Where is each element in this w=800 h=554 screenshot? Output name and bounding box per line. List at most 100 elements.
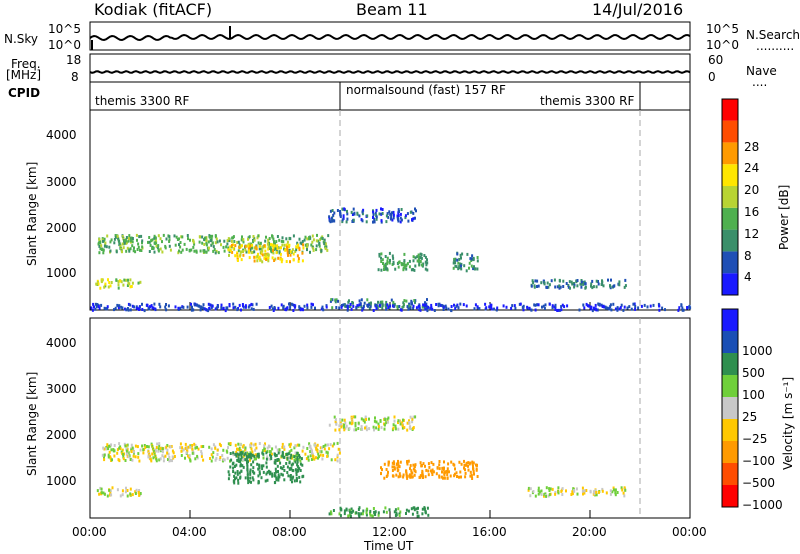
power-cell-r7 xyxy=(379,302,382,306)
velocity-cell-r0 xyxy=(107,453,110,457)
power-cell-r8 xyxy=(614,307,617,311)
power-cell-r1 xyxy=(258,244,261,248)
power-cell-r0 xyxy=(281,243,284,247)
velocity-cell-r0 xyxy=(168,455,171,459)
power-cell-r0 xyxy=(121,242,124,246)
velocity-colorbar-frame xyxy=(721,308,739,508)
power-cell-r0 xyxy=(185,247,188,251)
power-cell-r8 xyxy=(193,303,196,307)
velocity-cell-r4 xyxy=(129,492,132,496)
power-cell-r3 xyxy=(381,208,384,211)
power-cell-r2 xyxy=(119,279,122,283)
power-cell-r8 xyxy=(473,307,476,311)
velocity-cell-r3 xyxy=(399,460,402,464)
velocity-cell-r3 xyxy=(469,461,472,465)
power-cell-r0 xyxy=(327,234,330,238)
velocity-cell-r3 xyxy=(465,461,468,465)
velocity-cell-r0 xyxy=(167,458,169,461)
power-cell-r7 xyxy=(392,300,395,304)
power-cell-r0 xyxy=(187,237,189,241)
velocity-cell-r0 xyxy=(142,451,145,455)
power-cell-r0 xyxy=(179,245,182,249)
power-cell-r4 xyxy=(424,260,427,264)
power-cell-r1 xyxy=(276,244,279,248)
power-cell-r6 xyxy=(530,284,533,288)
velocity-cell-r1 xyxy=(298,467,301,471)
velocity-cell-r1 xyxy=(265,461,268,465)
power-cell-r6 xyxy=(624,278,627,282)
power-cell-r7 xyxy=(413,299,416,302)
velocity-cell-r1 xyxy=(260,476,263,480)
power-cell-r3 xyxy=(400,208,403,211)
power-cell-r0 xyxy=(268,247,271,250)
power-cell-r0 xyxy=(232,235,235,239)
velocity-colorbar-cell-4 xyxy=(722,397,738,419)
power-cell-r8 xyxy=(310,302,313,306)
velocity-cell-r1 xyxy=(228,473,231,477)
power-cell-r8 xyxy=(164,305,167,309)
power-cell-r1 xyxy=(280,246,282,250)
power-cell-r1 xyxy=(263,253,266,257)
power-cell-r0 xyxy=(228,250,231,254)
velocity-cell-r1 xyxy=(251,476,254,480)
power-cell-r0 xyxy=(269,245,272,249)
velocity-cell-r0 xyxy=(189,445,192,449)
power-cell-r8 xyxy=(424,307,427,311)
velocity-cell-r3 xyxy=(476,475,479,478)
velocity-cell-r1 xyxy=(240,469,243,473)
power-cell-r8 xyxy=(511,304,514,308)
power-cell-r8 xyxy=(438,302,441,306)
velocity-cell-r2 xyxy=(411,420,414,424)
velocity-cell-r0 xyxy=(164,454,167,458)
power-cell-r0 xyxy=(177,251,180,255)
velocity-cell-r1 xyxy=(257,467,260,471)
power-cell-r3 xyxy=(414,216,416,220)
velocity-cell-r3 xyxy=(447,462,450,466)
velocity-cell-r0 xyxy=(126,443,129,447)
power-cell-r8 xyxy=(133,305,136,309)
power-cell-r3 xyxy=(380,207,382,211)
power-cell-r0 xyxy=(188,249,191,253)
velocity-cell-r0 xyxy=(239,449,242,453)
velocity-cell-r1 xyxy=(260,464,263,468)
power-cell-r3 xyxy=(356,211,359,215)
velocity-cell-r2 xyxy=(394,427,397,431)
power-cell-r8 xyxy=(352,304,355,308)
power-cell-r3 xyxy=(372,210,375,214)
power-cell-r2 xyxy=(104,284,107,288)
power-cell-r0 xyxy=(201,241,204,245)
power-cell-r8 xyxy=(643,303,646,307)
xtick-2000: 20:00 xyxy=(572,525,607,539)
velocity-cell-r0 xyxy=(264,442,266,446)
power-cell-r6 xyxy=(567,284,570,287)
velocity-cell-r0 xyxy=(158,458,161,462)
power-cell-r0 xyxy=(203,238,206,241)
velocity-cell-r0 xyxy=(158,442,161,446)
velocity-cell-r4 xyxy=(116,488,119,492)
power-cell-r0 xyxy=(154,239,157,243)
power-cell-r1 xyxy=(270,243,272,247)
power-cell-r8 xyxy=(201,306,204,310)
velocity-cell-r0 xyxy=(293,458,296,462)
velocity-cell-r5 xyxy=(545,486,548,490)
power-cell-r8 xyxy=(594,303,597,307)
velocity-cell-r6 xyxy=(349,514,352,518)
power-cell-r0 xyxy=(315,248,318,252)
power-cell-r8 xyxy=(590,305,593,309)
velocity-cell-r1 xyxy=(248,453,251,457)
velocity-cell-r5 xyxy=(621,488,624,492)
velocity-cell-r1 xyxy=(278,475,281,479)
power-cell-r1 xyxy=(254,245,257,249)
velocity-cell-r3 xyxy=(411,475,414,479)
power-cell-r4 xyxy=(403,252,406,256)
velocity-cell-r5 xyxy=(605,491,608,495)
velocity-cell-r1 xyxy=(249,452,252,456)
velocity-cell-r6 xyxy=(377,513,380,517)
velocity-cell-r0 xyxy=(189,459,192,463)
velocity-cell-r1 xyxy=(287,474,290,478)
power-cell-r3 xyxy=(353,212,356,216)
power-cell-r8 xyxy=(688,304,691,308)
velocity-cell-r4 xyxy=(131,493,134,497)
power-cell-r8 xyxy=(220,306,223,310)
velocity-cell-r5 xyxy=(612,486,615,490)
